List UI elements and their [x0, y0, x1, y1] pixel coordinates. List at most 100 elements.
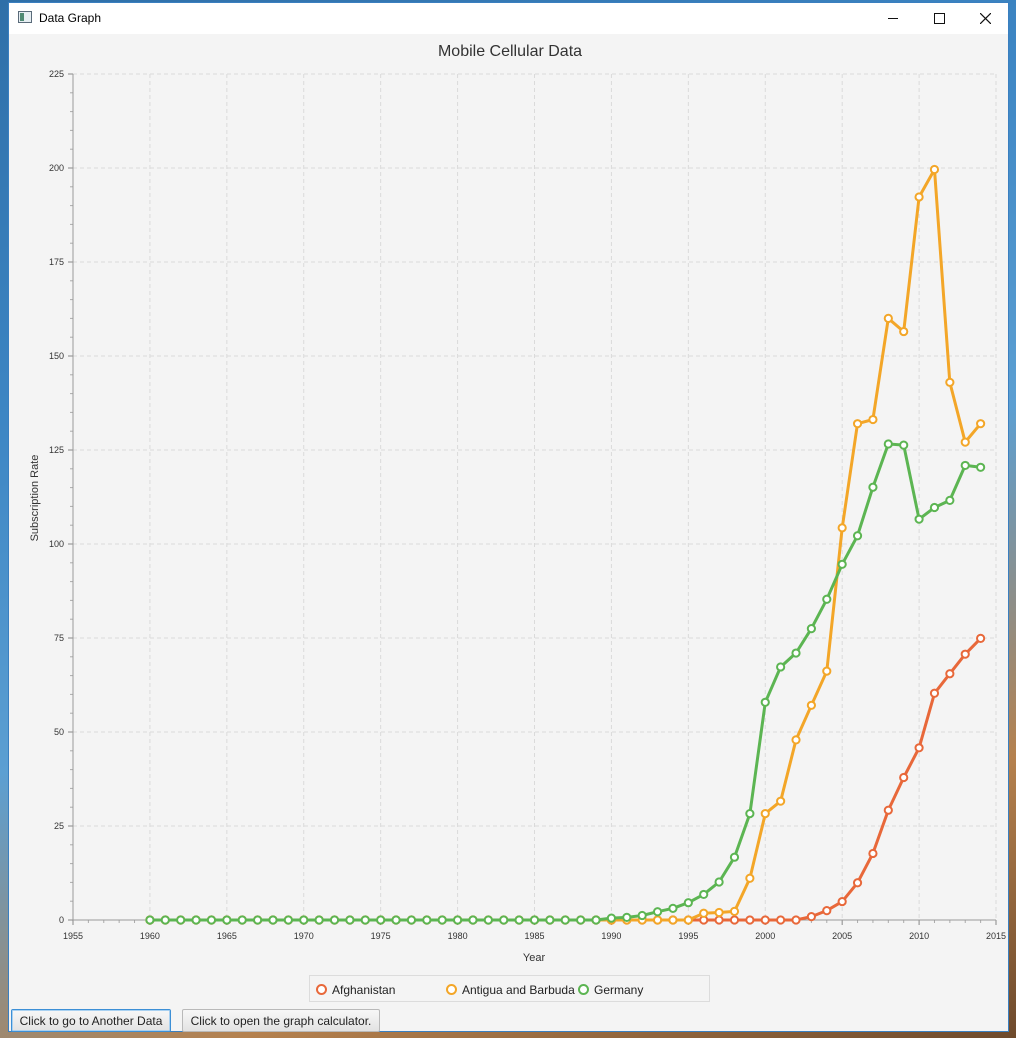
- data-point: [729, 906, 740, 916]
- data-point: [437, 915, 447, 925]
- line-chart: Mobile Cellular Data 1955 1960 1965 1970 197…: [29, 43, 1006, 964]
- data-point: [806, 912, 817, 922]
- y-tick-label: 50: [54, 727, 64, 737]
- close-button[interactable]: [962, 3, 1008, 34]
- data-point: [237, 915, 247, 925]
- data-point: [791, 735, 801, 745]
- legend-label: Afghanistan: [332, 982, 396, 997]
- data-point: [699, 889, 709, 900]
- data-point: [729, 915, 740, 925]
- data-point: [452, 915, 463, 925]
- x-axis-label: Year: [523, 952, 546, 964]
- data-point: [222, 915, 232, 925]
- chart-title: Mobile Cellular Data: [438, 43, 582, 60]
- close-icon: [979, 13, 991, 24]
- data-point: [652, 907, 663, 917]
- series-germany: [145, 439, 986, 925]
- data-point: [283, 915, 293, 925]
- y-tick-label: 225: [49, 69, 64, 79]
- data-point: [883, 439, 893, 449]
- data-point: [929, 164, 940, 175]
- y-axis-label: Subscription Rate: [29, 455, 41, 542]
- x-tick-label: 1995: [678, 931, 698, 941]
- x-tick-label: 2015: [986, 931, 1006, 941]
- x-tick-label: 2010: [909, 931, 929, 941]
- data-point: [637, 910, 647, 921]
- x-tick-label: 2005: [832, 931, 852, 941]
- title-bar[interactable]: Data Graph: [9, 3, 1008, 34]
- data-point: [760, 915, 770, 925]
- data-point: [176, 915, 186, 925]
- data-point: [868, 414, 878, 425]
- data-point: [806, 700, 817, 710]
- y-tick-label: 25: [54, 821, 64, 831]
- data-point: [868, 848, 878, 859]
- data-point: [929, 502, 940, 513]
- data-point: [391, 915, 401, 925]
- data-point: [360, 915, 370, 925]
- another-data-button[interactable]: Click to go to Another Data: [11, 1009, 171, 1032]
- x-tick-label: 1965: [217, 931, 237, 941]
- data-point: [868, 482, 878, 492]
- data-point: [806, 624, 817, 634]
- x-tick-label: 1980: [448, 931, 468, 941]
- data-point: [668, 915, 678, 925]
- data-point: [822, 594, 832, 604]
- maximize-button[interactable]: [916, 3, 962, 34]
- data-point: [160, 915, 170, 925]
- data-point: [914, 192, 924, 202]
- data-point: [714, 907, 724, 918]
- data-point: [776, 796, 786, 806]
- legend-item-afghanistan: Afghanistan: [316, 976, 395, 1003]
- minimize-button[interactable]: [870, 3, 916, 34]
- data-point: [376, 915, 386, 925]
- data-point: [545, 915, 555, 925]
- data-point: [760, 697, 770, 707]
- legend-symbol: [316, 984, 327, 995]
- data-point: [329, 915, 340, 925]
- data-point: [960, 437, 970, 447]
- data-point: [253, 915, 263, 925]
- data-point: [714, 915, 724, 925]
- data-point: [345, 915, 355, 925]
- data-point: [406, 915, 417, 925]
- data-point: [960, 649, 970, 659]
- y-tick-label: 0: [59, 915, 64, 925]
- data-point: [683, 898, 693, 908]
- data-point: [729, 852, 740, 862]
- data-point: [606, 913, 617, 923]
- data-point: [960, 460, 970, 471]
- data-point: [822, 666, 832, 676]
- data-point: [299, 915, 309, 925]
- data-point: [945, 669, 955, 679]
- data-point: [791, 648, 801, 658]
- x-tick-label: 1960: [140, 931, 160, 941]
- x-tick-label: 2000: [755, 931, 775, 941]
- data-point: [499, 915, 509, 925]
- data-point: [591, 915, 601, 925]
- data-point: [776, 662, 786, 672]
- legend-item-germany: Germany: [578, 976, 643, 1003]
- data-point: [976, 419, 986, 429]
- data-point: [945, 377, 955, 387]
- data-point: [268, 915, 278, 925]
- maximize-icon: [933, 13, 945, 24]
- data-point: [852, 419, 863, 429]
- legend-label: Antigua and Barbuda: [462, 982, 575, 997]
- data-point: [191, 915, 201, 925]
- y-tick-label: 200: [49, 163, 64, 173]
- app-window: Data Graph Mobile Cellular Data 1955 1960…: [8, 2, 1009, 1032]
- data-point: [714, 877, 724, 887]
- data-point: [745, 915, 755, 925]
- x-tick-label: 1970: [294, 931, 314, 941]
- y-tick-label: 75: [54, 633, 64, 643]
- y-tick-label: 175: [49, 257, 64, 267]
- data-point: [945, 495, 955, 505]
- data-point: [514, 915, 524, 925]
- legend-label: Germany: [594, 982, 644, 997]
- data-point: [422, 915, 432, 925]
- legend-symbol: [446, 984, 457, 995]
- data-point: [314, 915, 324, 925]
- grid: [72, 73, 997, 921]
- graph-calculator-button[interactable]: Click to open the graph calculator.: [182, 1009, 380, 1032]
